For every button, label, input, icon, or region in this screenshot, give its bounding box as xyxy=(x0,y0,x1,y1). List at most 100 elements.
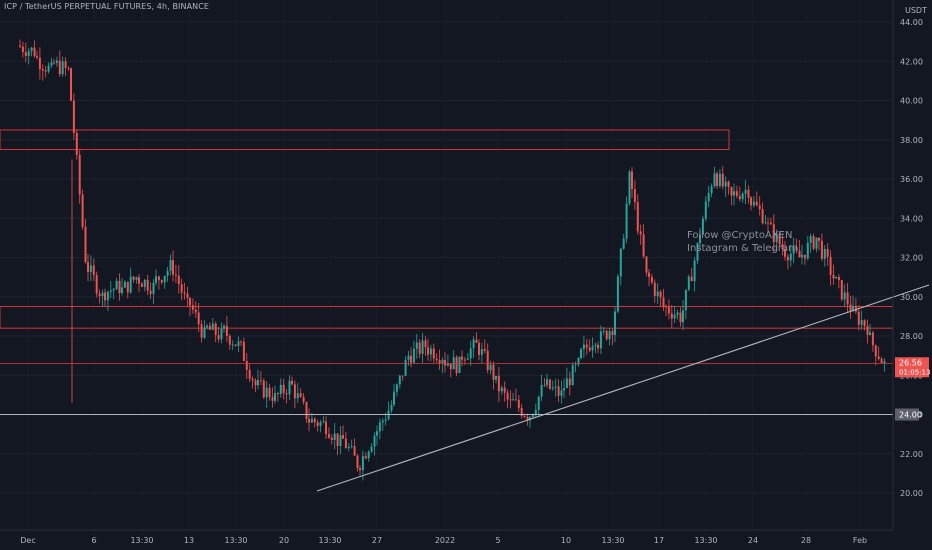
candle-body xyxy=(659,291,662,298)
candle-body xyxy=(628,171,631,204)
x-tick-label: Dec xyxy=(20,536,35,545)
candle-body xyxy=(537,396,540,410)
candle-body xyxy=(429,348,432,355)
candle-body xyxy=(721,173,724,187)
candle-body xyxy=(495,375,497,380)
candle-body xyxy=(818,237,820,241)
candle-body xyxy=(582,344,585,350)
candle-body xyxy=(512,399,514,401)
candle-body xyxy=(373,435,376,447)
candle-body xyxy=(514,399,517,401)
candle-body xyxy=(764,222,767,224)
candle-body xyxy=(155,276,157,283)
candle-body xyxy=(724,181,727,187)
candle-body xyxy=(820,240,823,259)
annotation-line-1: Follow @CryptoAXEN xyxy=(687,230,793,241)
candle-body xyxy=(92,265,95,276)
candle-body xyxy=(435,358,438,361)
candle-body xyxy=(863,320,866,327)
candle-body xyxy=(129,276,132,293)
candle-body xyxy=(432,348,435,359)
candle-body xyxy=(53,62,55,64)
candle-body xyxy=(823,248,826,259)
candle-body xyxy=(563,388,565,391)
grid-lines xyxy=(0,21,893,494)
candle-body xyxy=(344,438,347,449)
candle-body xyxy=(472,339,475,349)
candle-body xyxy=(837,276,840,281)
candle-body xyxy=(849,304,852,311)
candle-body xyxy=(271,397,274,401)
candle-body xyxy=(650,276,653,283)
time-axis[interactable]: Dec 6 13:30 13 13:30 20 13:30 27 2022 5 10 13:30 17 1… xyxy=(20,536,867,545)
candle-body xyxy=(206,325,208,328)
candle-body xyxy=(197,312,200,325)
candle-body xyxy=(378,422,381,432)
candle-body xyxy=(546,379,548,386)
y-tick-label: 36.00 xyxy=(900,175,923,184)
candle-body xyxy=(200,324,203,338)
candle-body xyxy=(166,270,169,276)
candle-body xyxy=(95,275,98,294)
candle-body xyxy=(509,399,512,401)
candle-body xyxy=(245,360,248,370)
candle-body xyxy=(871,332,874,346)
y-tick-label: 38.00 xyxy=(900,136,923,145)
candle-body xyxy=(157,276,160,281)
candle-body xyxy=(106,291,109,301)
candle-body xyxy=(716,173,718,187)
candle-body xyxy=(367,451,370,459)
candle-body xyxy=(336,433,339,447)
candle-body xyxy=(305,402,308,420)
candle-body xyxy=(616,276,619,312)
candle-body xyxy=(747,189,750,198)
candle-body xyxy=(480,349,483,355)
candle-body xyxy=(798,250,801,258)
candle-body xyxy=(599,331,602,349)
candle-body xyxy=(203,327,206,338)
candle-body xyxy=(517,399,520,408)
overlay-lines xyxy=(0,284,930,492)
candle-body xyxy=(639,231,642,235)
y-tick-label: 30.00 xyxy=(900,293,923,302)
candle-body xyxy=(684,289,687,311)
candle-body xyxy=(801,254,803,258)
candle-body xyxy=(786,256,789,261)
candle-body xyxy=(208,325,211,330)
candle-body xyxy=(656,291,659,296)
candle-body xyxy=(497,375,500,392)
current-price-label: 26.56 xyxy=(899,358,922,367)
candle-body xyxy=(713,173,716,187)
candle-body xyxy=(412,348,415,363)
candle-body xyxy=(662,297,665,307)
candle-body xyxy=(857,311,860,325)
candle-body xyxy=(393,391,395,405)
candle-body xyxy=(61,61,64,75)
candle-body xyxy=(84,226,87,263)
candle-body xyxy=(761,209,764,224)
candle-body xyxy=(835,276,837,279)
candle-body xyxy=(560,390,563,396)
candle-body xyxy=(605,330,608,340)
candle-body xyxy=(571,365,574,386)
candle-body xyxy=(554,386,557,388)
candle-body xyxy=(463,359,466,361)
candle-body xyxy=(602,330,605,332)
candle-body xyxy=(126,281,129,293)
candle-body xyxy=(548,379,551,389)
candle-body xyxy=(293,384,296,399)
candle-body xyxy=(262,380,265,398)
x-tick-label: 13:30 xyxy=(601,536,624,545)
candle-body xyxy=(138,277,140,284)
candle-body xyxy=(225,325,228,336)
candle-body xyxy=(424,340,427,348)
follow-annotation: Follow @CryptoAXEN Instagram & Telegram xyxy=(687,229,798,255)
candle-body xyxy=(268,387,271,398)
candle-body xyxy=(242,341,245,361)
candle-body xyxy=(421,340,424,354)
candle-body xyxy=(846,292,849,305)
candle-body xyxy=(483,349,486,351)
candle-body xyxy=(172,260,174,275)
candle-body xyxy=(767,222,769,224)
